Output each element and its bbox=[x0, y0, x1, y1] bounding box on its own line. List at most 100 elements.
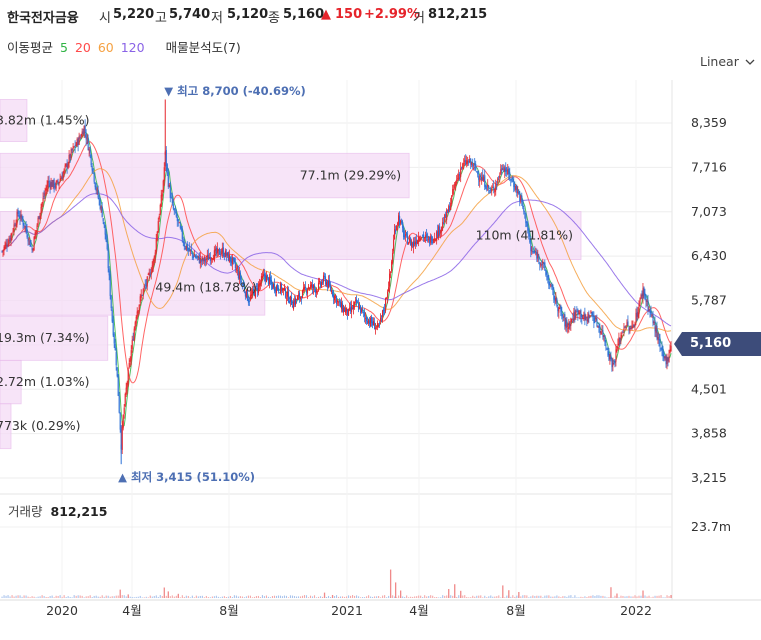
candle-body bbox=[412, 243, 414, 246]
volume-bar bbox=[626, 596, 628, 598]
candle-body bbox=[277, 287, 280, 292]
candle-body bbox=[156, 231, 158, 241]
candle-body bbox=[85, 134, 87, 140]
scale-dropdown[interactable]: Linear bbox=[700, 54, 755, 69]
candle-body bbox=[291, 305, 294, 308]
candle-body bbox=[169, 185, 171, 198]
ma-60[interactable]: 60 bbox=[97, 40, 114, 55]
volume-bar bbox=[616, 593, 618, 598]
candle-body bbox=[385, 298, 387, 311]
candle-body bbox=[91, 166, 93, 171]
candle-body bbox=[155, 238, 157, 253]
candle-body bbox=[196, 255, 198, 257]
candle-body bbox=[352, 307, 354, 310]
candle-body bbox=[137, 310, 139, 313]
y-tick-label: 8,359 bbox=[691, 115, 727, 130]
candle-body bbox=[366, 316, 368, 322]
volume-bar bbox=[504, 597, 506, 598]
y-tick-label: 4,501 bbox=[691, 381, 727, 396]
candle-body bbox=[544, 262, 546, 271]
candle-body bbox=[319, 282, 322, 285]
candle-body bbox=[122, 414, 124, 429]
volume-profile-toggle[interactable]: 매물분석도(7) bbox=[165, 40, 241, 55]
volume-bar bbox=[265, 595, 267, 598]
x-tick-label: 4월 bbox=[122, 603, 141, 618]
candle-body bbox=[446, 209, 448, 220]
volume-bar bbox=[297, 596, 300, 598]
candle-body bbox=[229, 256, 231, 262]
candle-body bbox=[298, 292, 301, 299]
volume-bar bbox=[646, 596, 648, 598]
candle-body bbox=[143, 286, 145, 288]
candle-body bbox=[53, 179, 55, 188]
candle-body bbox=[93, 173, 95, 182]
candle-body bbox=[45, 188, 47, 191]
candle-body bbox=[46, 186, 48, 191]
candle-body bbox=[421, 237, 423, 238]
volume-bar bbox=[648, 595, 650, 598]
volume-bar bbox=[259, 597, 261, 598]
candle-body bbox=[132, 338, 134, 341]
candle-body bbox=[236, 270, 238, 272]
candle-body bbox=[539, 262, 541, 265]
volume-bar bbox=[89, 595, 91, 598]
ma-120[interactable]: 120 bbox=[120, 40, 145, 55]
volume-bar bbox=[408, 597, 410, 598]
candle-body bbox=[613, 361, 615, 363]
candle-body bbox=[152, 259, 154, 267]
volume-bar bbox=[570, 595, 572, 598]
candle-body bbox=[3, 246, 5, 251]
candle-body bbox=[364, 313, 366, 317]
volume-bar bbox=[644, 595, 646, 598]
volume-bar bbox=[552, 596, 554, 598]
volume-bar bbox=[153, 596, 155, 598]
candle-body bbox=[210, 258, 212, 260]
candle-body bbox=[244, 292, 246, 297]
volume-bar bbox=[389, 569, 392, 598]
candle-body bbox=[129, 359, 131, 363]
candle-body bbox=[360, 305, 362, 314]
candle-body bbox=[223, 255, 225, 257]
volume-bar bbox=[193, 597, 195, 598]
volume-bar bbox=[171, 595, 173, 598]
candle-body bbox=[356, 299, 358, 303]
candle-body bbox=[216, 248, 218, 254]
candle-body bbox=[434, 238, 436, 240]
candle-body bbox=[238, 272, 240, 280]
volume-bar bbox=[438, 597, 440, 598]
volume-bar bbox=[99, 596, 101, 598]
volume-bar bbox=[277, 595, 280, 598]
candle-body bbox=[117, 374, 119, 396]
candle-body bbox=[527, 224, 529, 231]
x-tick-label: 2020 bbox=[46, 603, 78, 618]
volume-bar bbox=[650, 597, 652, 598]
volume-bar bbox=[510, 596, 512, 598]
volume-bar bbox=[636, 596, 638, 598]
candle-body bbox=[500, 169, 502, 174]
ma-5[interactable]: 5 bbox=[60, 40, 68, 55]
volume-bar bbox=[612, 597, 614, 598]
candle-body bbox=[190, 249, 192, 252]
candle-body bbox=[369, 322, 371, 325]
candle-body bbox=[533, 250, 535, 254]
candle-body bbox=[5, 242, 7, 247]
candle-body bbox=[271, 283, 274, 289]
ma-20[interactable]: 20 bbox=[74, 40, 91, 55]
ma-legend[interactable]: 이동평균 5 20 60 120 매물분석도(7) bbox=[7, 37, 244, 56]
volume-bar bbox=[137, 596, 139, 598]
candle-body bbox=[55, 182, 57, 189]
volume-bar bbox=[271, 596, 274, 598]
candle-body bbox=[492, 186, 494, 188]
volume-bar bbox=[1, 596, 3, 598]
candle-body bbox=[189, 250, 191, 251]
candlesticks bbox=[1, 99, 672, 465]
candle-body bbox=[130, 350, 132, 361]
candle-body bbox=[15, 223, 17, 227]
volume-bar bbox=[41, 595, 43, 598]
candle-body bbox=[453, 189, 455, 191]
volume-bars: 23.7m bbox=[0, 519, 731, 598]
candle-body bbox=[402, 222, 404, 229]
candle-body bbox=[324, 276, 327, 285]
candle-body bbox=[666, 356, 668, 364]
